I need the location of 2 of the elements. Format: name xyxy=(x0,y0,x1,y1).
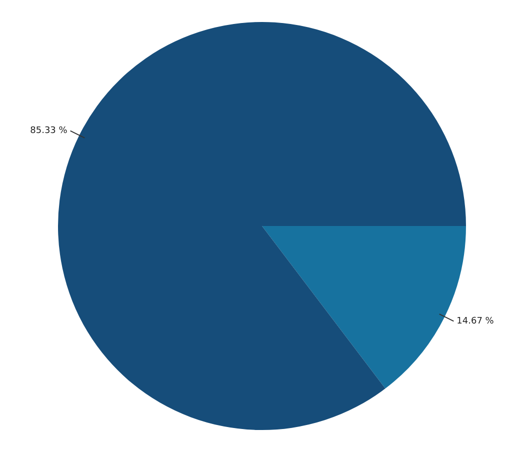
data-label: 85.33 % xyxy=(30,126,68,136)
data-label: 14.67 % xyxy=(456,316,494,327)
